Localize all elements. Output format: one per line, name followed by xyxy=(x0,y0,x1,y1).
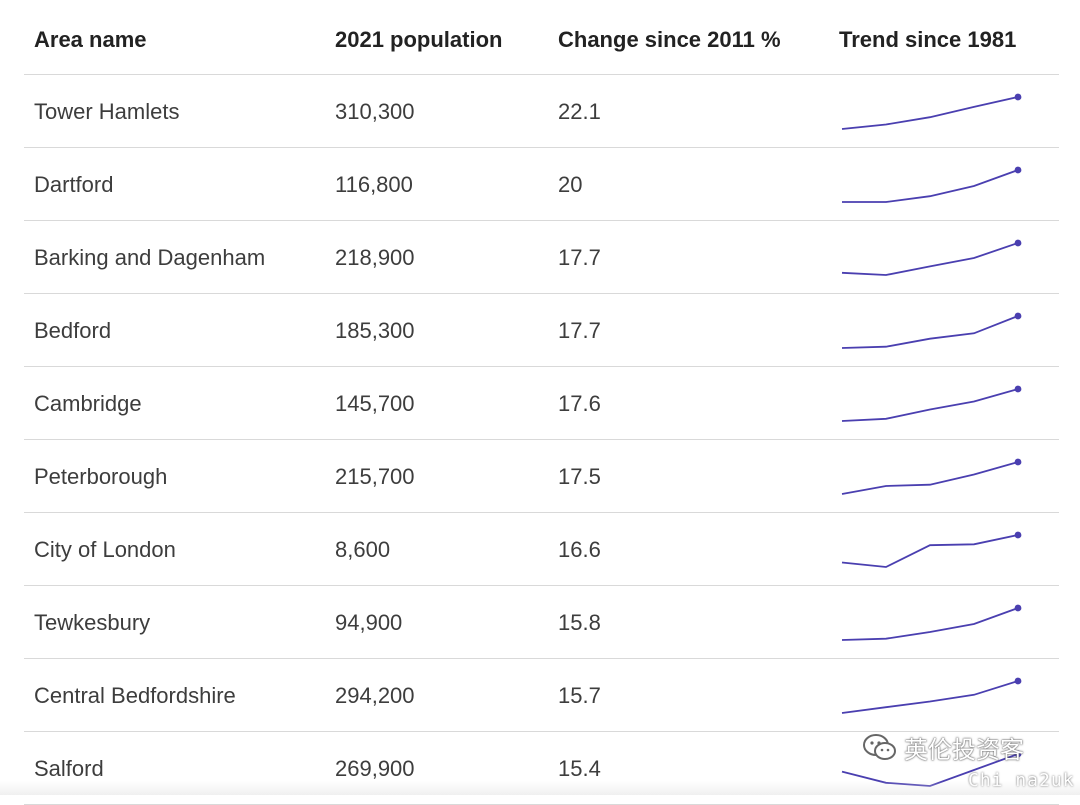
header-area-name: Area name xyxy=(34,27,147,52)
table-body: Tower Hamlets 310,300 22.1 Dartford 116,800 2… xyxy=(24,75,1059,805)
trend-line xyxy=(841,461,1019,495)
table-row: Dartford 116,800 20 xyxy=(24,148,1059,221)
watermark: 英伦投资客 xyxy=(862,730,1024,765)
trend-endpoint xyxy=(1014,750,1022,758)
trend-line xyxy=(841,388,1019,422)
wechat-icon xyxy=(863,733,896,760)
trend-sparkline xyxy=(841,531,1022,568)
change-cell: 17.7 xyxy=(558,318,601,343)
trend-sparkline xyxy=(841,93,1022,130)
trend-line xyxy=(841,242,1019,276)
change-cell: 15.7 xyxy=(558,683,601,708)
change-cell: 22.1 xyxy=(558,99,601,124)
population-cell: 294,200 xyxy=(335,683,415,708)
trend-line xyxy=(841,680,1019,714)
change-cell: 16.6 xyxy=(558,537,601,562)
watermark-text: 英伦投资客 xyxy=(904,737,1024,764)
trend-endpoint xyxy=(1014,677,1022,685)
trend-endpoint xyxy=(1014,531,1022,539)
trend-endpoint xyxy=(1014,458,1022,466)
trend-endpoint xyxy=(1014,93,1022,101)
change-cell: 17.6 xyxy=(558,391,601,416)
area-name-cell: Tower Hamlets xyxy=(34,99,180,124)
area-name-cell: City of London xyxy=(34,537,176,562)
area-name-cell: Central Bedfordshire xyxy=(34,683,236,708)
trend-line xyxy=(841,315,1019,349)
trend-endpoint xyxy=(1014,166,1022,174)
population-cell: 269,900 xyxy=(335,756,415,781)
table-row: Tower Hamlets 310,300 22.1 xyxy=(24,75,1059,148)
change-cell: 20 xyxy=(558,172,583,197)
table-row: Central Bedfordshire 294,200 15.7 xyxy=(24,659,1059,732)
table-row: Barking and Dagenham 218,900 17.7 xyxy=(24,221,1059,294)
area-name-cell: Peterborough xyxy=(34,464,168,489)
trend-endpoint xyxy=(1014,604,1022,612)
trend-sparkline xyxy=(841,458,1022,495)
area-name-cell: Cambridge xyxy=(34,391,142,416)
trend-line xyxy=(842,169,1019,203)
trend-sparkline xyxy=(841,312,1022,349)
header-trend: Trend since 1981 xyxy=(839,27,1017,52)
population-cell: 310,300 xyxy=(335,99,415,124)
bottom-fade xyxy=(0,781,1080,795)
area-name-cell: Dartford xyxy=(34,172,114,197)
trend-endpoint xyxy=(1014,239,1022,247)
header-population: 2021 population xyxy=(335,27,503,52)
population-cell: 8,600 xyxy=(335,537,391,562)
trend-endpoint xyxy=(1014,312,1022,320)
population-cell: 185,300 xyxy=(335,318,415,343)
area-name-cell: Tewkesbury xyxy=(34,610,151,635)
population-cell: 116,800 xyxy=(335,172,413,197)
trend-sparkline xyxy=(842,166,1022,203)
table-row: Cambridge 145,700 17.6 xyxy=(24,367,1059,440)
trend-line xyxy=(841,607,1019,641)
area-name-cell: Bedford xyxy=(34,318,112,343)
trend-endpoint xyxy=(1014,385,1022,393)
trend-sparkline xyxy=(841,239,1022,276)
population-table: Area name 2021 population Change since 2… xyxy=(24,0,1059,805)
header-change: Change since 2011 % xyxy=(558,27,781,52)
change-cell: 15.4 xyxy=(558,756,601,781)
trend-sparkline xyxy=(841,385,1022,422)
area-name-cell: Salford xyxy=(34,756,104,781)
change-cell: 17.7 xyxy=(558,245,601,270)
trend-line xyxy=(841,96,1019,130)
table-row: City of London 8,600 16.6 xyxy=(24,513,1059,586)
trend-sparkline xyxy=(841,604,1022,641)
change-cell: 17.5 xyxy=(558,464,601,489)
area-name-cell: Barking and Dagenham xyxy=(34,245,266,270)
population-cell: 94,900 xyxy=(335,610,403,635)
population-cell: 145,700 xyxy=(335,391,415,416)
population-cell: 215,700 xyxy=(335,464,415,489)
trend-sparkline xyxy=(841,677,1022,714)
trend-line xyxy=(841,534,1019,568)
table-row: Peterborough 215,700 17.5 xyxy=(24,440,1059,513)
population-cell: 218,900 xyxy=(335,245,415,270)
table-row: Tewkesbury 94,900 15.8 xyxy=(24,586,1059,659)
table-row: Bedford 185,300 17.7 xyxy=(24,294,1059,367)
table-header: Area name 2021 population Change since 2… xyxy=(24,0,1059,75)
change-cell: 15.8 xyxy=(558,610,601,635)
